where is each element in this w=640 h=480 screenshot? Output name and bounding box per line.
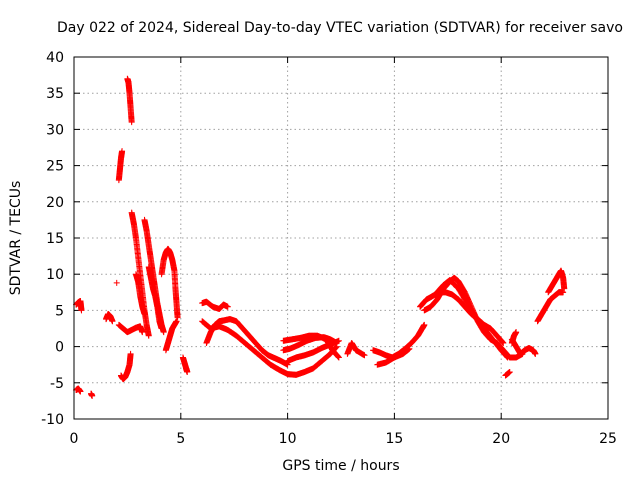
x-tick-labels: 0 5 10 15 20 25	[70, 431, 617, 447]
data-point	[335, 337, 342, 344]
chart-title: Day 022 of 2024, Sidereal Day-to-day VTE…	[57, 20, 623, 36]
y-tick-label: 25	[46, 159, 64, 175]
y-tick-labels: -10 -5 0 5 10 15 20 25 30 35 40	[41, 50, 64, 428]
y-tick-label: 35	[46, 86, 64, 102]
data-point	[506, 368, 513, 375]
y-tick-label: -10	[41, 412, 64, 428]
data-point	[513, 329, 520, 336]
data-point	[421, 321, 428, 328]
data-point	[141, 311, 148, 318]
data-point	[174, 314, 181, 321]
data-point	[561, 285, 568, 292]
x-tick-label: 10	[279, 431, 297, 447]
y-tick-label: 5	[55, 303, 64, 319]
x-tick-label: 15	[385, 431, 403, 447]
y-tick-label: 30	[46, 122, 64, 138]
data-point	[89, 392, 96, 399]
data-point	[158, 325, 165, 332]
data-point	[139, 329, 146, 336]
y-tick-label: 0	[55, 340, 64, 356]
x-tick-label: 5	[176, 431, 185, 447]
data-point	[119, 148, 126, 155]
y-tick-label: -5	[50, 376, 64, 392]
y-tick-label: 40	[46, 50, 64, 66]
plot-frame	[73, 56, 609, 420]
data-point	[160, 329, 167, 336]
data-point	[560, 289, 567, 296]
data-point	[504, 354, 511, 361]
data-point	[406, 345, 413, 352]
data-point	[145, 332, 152, 339]
x-tick-label: 20	[492, 431, 510, 447]
y-axis-label: SDTVAR / TECUs	[8, 181, 24, 296]
data-point	[128, 119, 135, 126]
x-tick-label: 0	[70, 431, 79, 447]
data-point	[127, 350, 134, 357]
y-tick-label: 20	[46, 195, 64, 211]
data-point	[361, 352, 368, 359]
data-point	[109, 318, 116, 325]
x-axis-label: GPS time / hours	[282, 458, 399, 474]
data-point	[335, 354, 342, 361]
data-point	[224, 303, 231, 310]
data-point	[532, 350, 539, 357]
grid-lines	[74, 57, 608, 419]
y-tick-label: 10	[46, 267, 64, 283]
x-tick-label: 25	[599, 431, 617, 447]
data-point	[173, 318, 180, 325]
data-point	[183, 365, 190, 372]
data-point	[500, 339, 507, 346]
data-points	[73, 75, 568, 399]
y-tick-label: 15	[46, 231, 64, 247]
data-point	[77, 388, 84, 395]
data-point	[113, 279, 120, 286]
data-point	[78, 307, 85, 314]
